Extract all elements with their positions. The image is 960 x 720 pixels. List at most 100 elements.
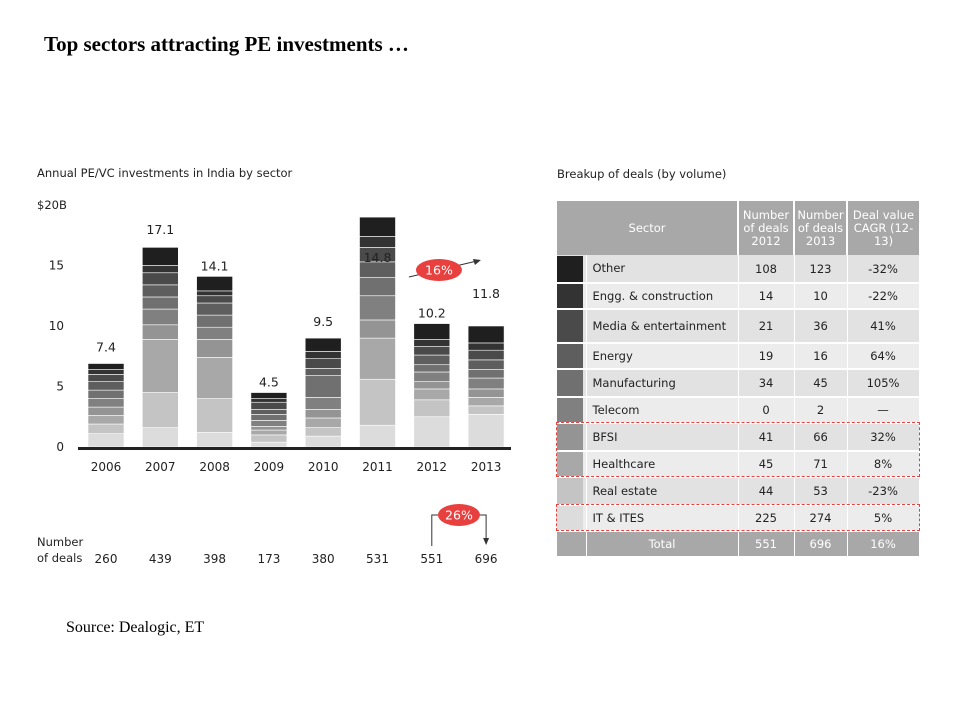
bar-segment: [142, 339, 179, 393]
deals-2012-cell: 225: [738, 505, 795, 532]
bar-segment: [467, 325, 505, 344]
col-header-cagr: Deal value CAGR (12-13): [847, 201, 920, 255]
bar-total-label: 7.4: [96, 339, 116, 354]
deals-label-line-1: Number: [37, 535, 84, 549]
total-label: Total: [586, 531, 739, 556]
cagr-cell: 41%: [847, 309, 920, 344]
y-axis-unit-label: $20B: [37, 198, 67, 212]
deals-2013-cell: 71: [794, 451, 848, 478]
sector-color-swatch: [557, 255, 587, 284]
deals-2013-cell: 36: [794, 309, 848, 344]
cagr-cell: —: [847, 397, 920, 424]
bar-segment: [467, 397, 505, 407]
deals-2013-cell: 2: [794, 397, 848, 424]
deals-count-label: 439: [149, 552, 172, 566]
bar-total-label: 9.5: [313, 314, 333, 329]
deals-count-label: 696: [475, 552, 498, 566]
bar-segment: [87, 423, 125, 434]
bar-segment: [413, 416, 451, 448]
sector-name-cell: Engg. & construction: [586, 283, 739, 310]
bar-segment: [359, 295, 396, 321]
bar-segment: [196, 357, 233, 399]
bar-segment: [467, 359, 505, 370]
bar-segment: [359, 319, 396, 339]
deals-2012-cell: 108: [738, 255, 795, 284]
deals-count-label: 551: [420, 552, 443, 566]
bar-segment: [359, 378, 396, 426]
bar-segment: [87, 398, 125, 408]
bar-segment: [196, 276, 233, 292]
bar-segment: [304, 358, 342, 369]
callout-label: 26%: [445, 508, 473, 523]
bar-segment: [250, 426, 288, 431]
bar-segment: [467, 377, 505, 390]
bar-segment: [142, 392, 179, 428]
bar-segment: [413, 354, 451, 366]
sector-name-cell: Energy: [586, 343, 739, 370]
table-row: Real estate 44 53 -23%: [557, 477, 920, 506]
col-header-deals-2013: Number of deals 2013: [794, 201, 849, 255]
y-tick-label: 0: [56, 440, 64, 454]
sector-name-cell: IT & ITES: [586, 505, 739, 532]
bar-segment: [304, 375, 342, 398]
bar-segment: [413, 371, 451, 382]
bar-segment: [413, 381, 451, 390]
x-tick-label: 2011: [362, 460, 393, 474]
bar-segment: [250, 414, 288, 421]
bar-segment: [413, 399, 451, 418]
deals-2013-cell: 45: [794, 369, 848, 398]
deals-2013-cell: 16: [794, 343, 848, 370]
bar-segment: [304, 435, 342, 448]
cagr-cell: 105%: [847, 369, 920, 398]
deals-2012-cell: 21: [738, 309, 795, 344]
deals-2013-cell: 66: [794, 423, 848, 452]
sector-color-swatch: [557, 397, 587, 424]
bar-segment: [142, 308, 179, 326]
bar-segment: [142, 272, 179, 286]
bar-segment: [304, 397, 342, 410]
bar-segment: [87, 415, 125, 425]
sector-color-swatch: [557, 309, 587, 344]
table-row: Manufacturing 34 45 105%: [557, 369, 920, 398]
bar-segment: [250, 398, 288, 403]
deals-2013-cell: 123: [794, 255, 848, 284]
bar-segment: [250, 429, 288, 436]
y-tick-label: 15: [49, 259, 64, 273]
deals-2012-cell: 41: [738, 423, 795, 452]
bar-segment: [304, 417, 342, 428]
bar-segment: [413, 323, 451, 340]
callout-label: 16%: [425, 263, 453, 278]
x-tick-label: 2009: [254, 460, 285, 474]
bar-total-label: 10.2: [418, 306, 446, 321]
bar-segment: [359, 337, 396, 380]
bar-segment: [196, 432, 233, 448]
total-deals-2012: 551: [738, 531, 795, 556]
bar-segment: [467, 388, 505, 398]
bar-segment: [87, 433, 125, 448]
deals-2012-cell: 14: [738, 283, 795, 310]
bar-total-label: 11.8: [472, 286, 500, 301]
table-row: Other 108 123 -32%: [557, 255, 920, 284]
bar-segment: [413, 339, 451, 347]
table-row: IT & ITES 225 274 5%: [557, 505, 920, 532]
bar-segment: [142, 296, 179, 310]
cagr-cell: -32%: [847, 255, 920, 284]
slide-title: Top sectors attracting PE investments …: [44, 32, 409, 56]
cagr-cell: 5%: [847, 505, 920, 532]
x-tick-label: 2008: [199, 460, 230, 474]
bar-segment: [304, 351, 342, 359]
x-tick-label: 2006: [91, 460, 122, 474]
sector-name-cell: Telecom: [586, 397, 739, 424]
table-row: BFSI 41 66 32%: [557, 423, 920, 452]
bar-segment: [142, 247, 179, 266]
table-row: Engg. & construction 14 10 -22%: [557, 283, 920, 310]
x-tick-label: 2012: [417, 460, 448, 474]
x-tick-label: 2010: [308, 460, 339, 474]
sector-name-cell: Manufacturing: [586, 369, 739, 398]
table-row: Energy 19 16 64%: [557, 343, 920, 370]
sector-name-cell: Real estate: [586, 477, 739, 506]
bar-segment: [87, 363, 125, 370]
chart-title: Annual PE/VC investments in India by sec…: [37, 166, 293, 180]
sector-deals-table: Sector Number of deals 2012 Number of de…: [557, 201, 920, 556]
